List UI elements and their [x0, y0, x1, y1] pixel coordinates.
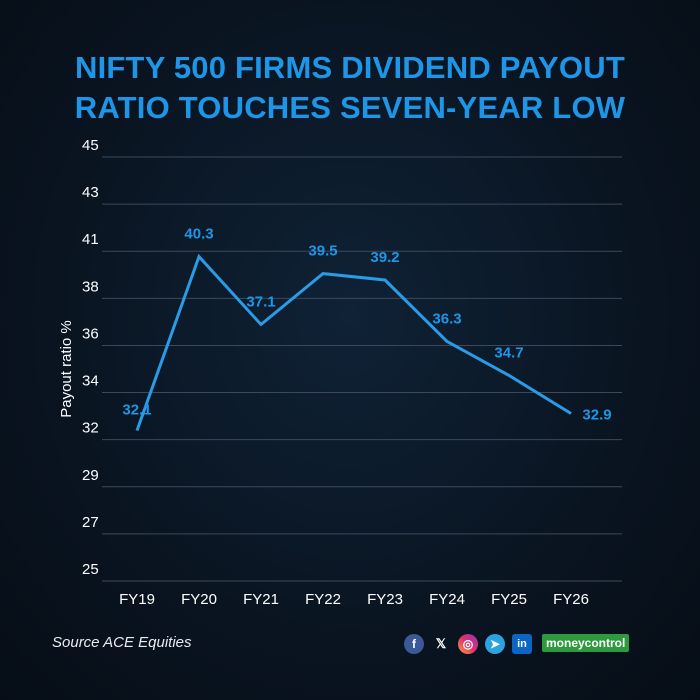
x-tick-label: FY20 [181, 591, 217, 608]
x-tick-label: FY21 [243, 591, 279, 608]
series-group [135, 253, 572, 432]
x-tick-label: FY23 [367, 591, 403, 608]
y-tick-labels: 25 27 29 32 34 36 38 41 43 45 [82, 137, 99, 578]
x-tick-label: FY26 [553, 591, 589, 608]
x-tick-label: FY24 [429, 591, 465, 608]
y-tick-label: 45 [82, 137, 99, 154]
chart-title: NIFTY 500 FIRMS DIVIDEND PAYOUT RATIO TO… [0, 48, 700, 128]
data-labels: 32.1 40.3 37.1 39.5 39.2 36.3 34.7 32.9 [122, 226, 611, 424]
y-tick-label: 27 [82, 514, 99, 531]
y-tick-label: 29 [82, 467, 99, 484]
brand-logo: moneycontrol [542, 634, 630, 652]
x-tick-label: FY25 [491, 591, 527, 608]
y-tick-label: 25 [82, 561, 99, 578]
data-label: 36.3 [432, 310, 461, 327]
y-axis-label: Payout ratio % [58, 320, 75, 418]
source-note: Source ACE Equities [52, 634, 192, 651]
linkedin-icon[interactable]: in [512, 634, 532, 654]
facebook-icon[interactable]: f [404, 634, 424, 654]
y-tick-label: 38 [82, 278, 99, 295]
chart-title-line-1: NIFTY 500 FIRMS DIVIDEND PAYOUT [75, 50, 625, 85]
grid-lines [102, 156, 622, 582]
x-tick-label: FY19 [119, 591, 155, 608]
data-label: 37.1 [246, 293, 275, 310]
x-icon[interactable]: 𝕏 [435, 636, 447, 651]
y-tick-label: 43 [82, 184, 99, 201]
series-line [135, 253, 572, 432]
data-label: 39.2 [370, 249, 399, 266]
x-tick-label: FY22 [305, 591, 341, 608]
data-label: 34.7 [494, 344, 523, 361]
instagram-icon[interactable]: ◎ [458, 634, 478, 654]
y-tick-label: 36 [82, 325, 99, 342]
data-label: 32.9 [582, 407, 611, 424]
data-label: 39.5 [308, 243, 337, 260]
y-tick-label: 32 [82, 420, 99, 437]
y-tick-label: 34 [82, 373, 99, 390]
data-label: 32.1 [122, 401, 151, 418]
y-tick-label: 41 [82, 231, 99, 248]
chart-title-line-2: RATIO TOUCHES SEVEN-YEAR LOW [74, 90, 626, 125]
x-tick-labels: FY19 FY20 FY21 FY22 FY23 FY24 FY25 FY26 [119, 591, 589, 608]
social-icons: f 𝕏 ◎ ➤ in [404, 634, 539, 654]
data-label: 40.3 [184, 226, 213, 243]
telegram-icon[interactable]: ➤ [485, 634, 505, 654]
